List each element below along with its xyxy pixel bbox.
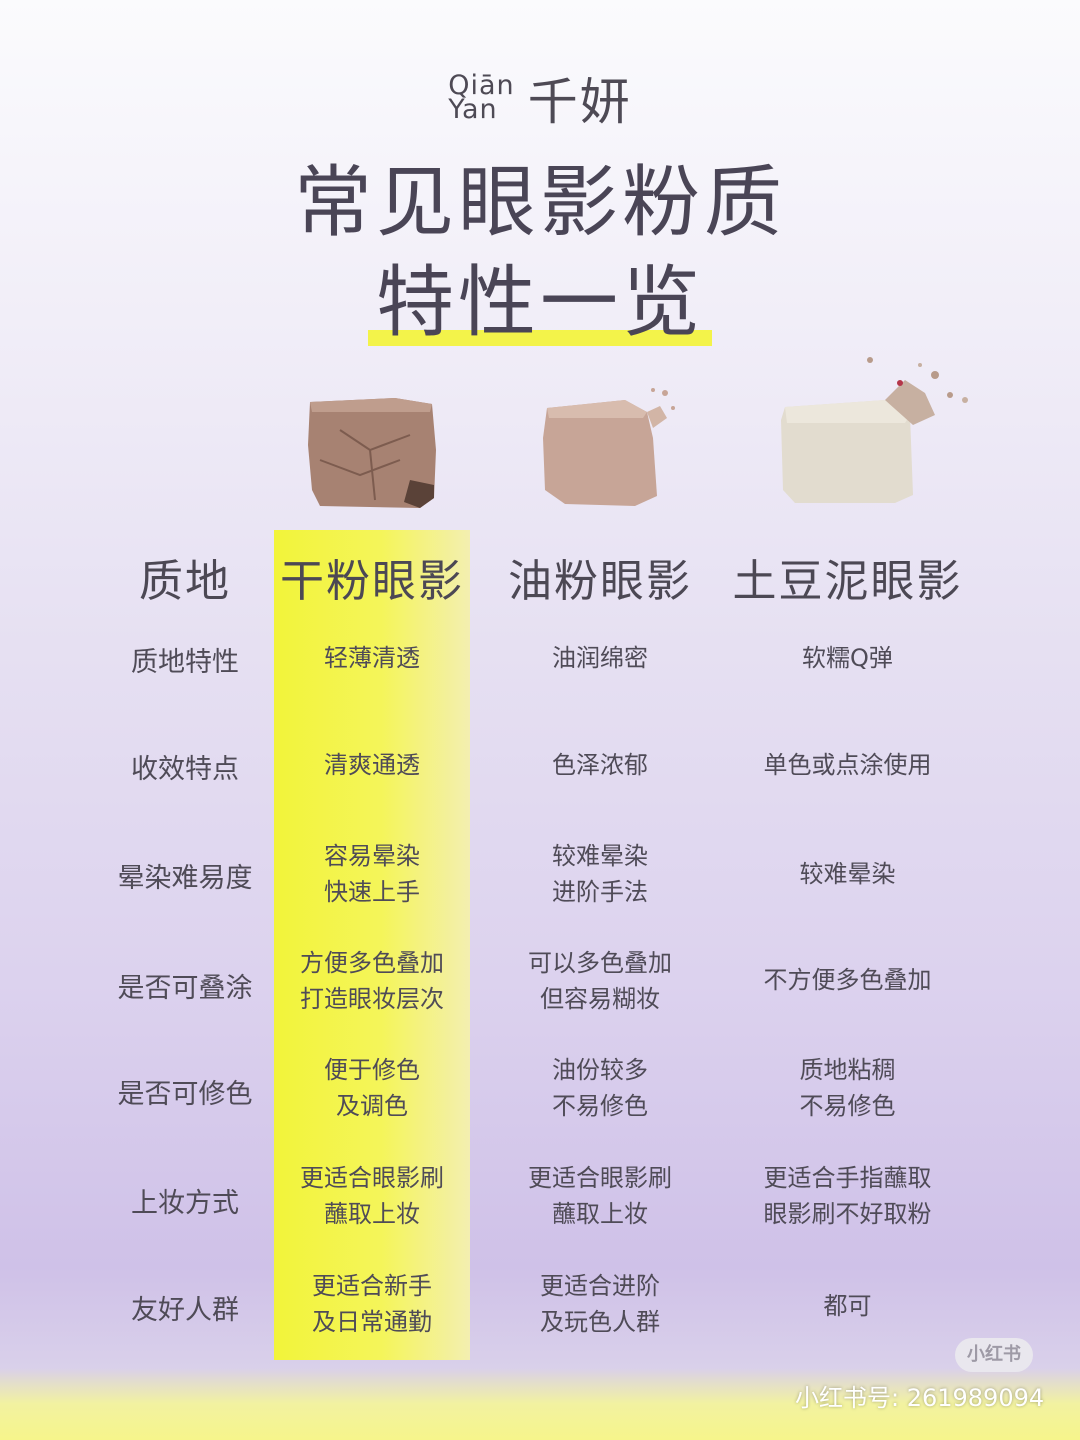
corner-header: 质地 [139,556,231,607]
table-cell: 较难晕染 [799,860,896,888]
title-line2: 特性一览 [375,258,704,348]
brand-chinese: 千妍 [527,73,632,131]
table-cell: 质地粘稠 不易修色 [799,1056,896,1120]
table-cell: 更适合眼影刷 蘸取上妆 [300,1164,444,1228]
brand-latin-line1: Qiān [448,70,515,101]
row-label-blendability: 晕染难易度 [117,863,253,894]
table-cell: 更适合进阶 及玩色人群 [540,1272,660,1336]
row-label-audience: 友好人群 [131,1295,239,1326]
title-highlight [367,330,712,346]
table-cell: 更适合手指蘸取 眼影刷不好取粉 [763,1164,932,1228]
table-cell: 更适合新手 及日常通勤 [312,1272,432,1336]
oil-powder-swatch-image [543,388,675,506]
table-cell: 都可 [823,1292,872,1320]
table-cell: 更适合眼影刷 蘸取上妆 [528,1164,672,1228]
dry-powder-column-highlight [274,530,470,1360]
table-cell: 容易晕染 快速上手 [324,842,420,906]
xiaohongshu-badge: 小红书 [955,1338,1033,1372]
table-cell: 色泽浓郁 [552,751,648,779]
brand-latin: Qiān Yan [448,72,514,125]
table-cell: 清爽通透 [324,751,420,779]
dry-powder-swatch-image [308,398,436,508]
table-cell: 便于修色 及调色 [324,1056,420,1120]
table-cell: 方便多色叠加 打造眼妆层次 [300,949,444,1013]
row-label-layerable: 是否可叠涂 [117,973,253,1004]
title-line1: 常见眼影粉质 [293,158,786,248]
brand-latin-line2: Yan [448,94,498,125]
brand-logo: Qiān Yan 千妍 [0,62,1080,134]
row-label-finish: 收效特点 [131,754,239,785]
row-label-correcting: 是否可修色 [117,1079,253,1110]
header-mousse: 土豆泥眼影 [732,556,963,607]
table-cell: 轻薄清透 [324,644,420,672]
table-cell: 油润绵密 [552,644,648,672]
header-dry-powder: 干粉眼影 [280,556,464,607]
table-cell: 不方便多色叠加 [763,966,932,994]
mousse-swatch-image [781,357,968,503]
watermark-account-id: 小红书号: 261989094 [795,1384,1045,1412]
table-cell: 油份较多 不易修色 [552,1056,648,1120]
table-cell: 单色或点涂使用 [763,751,932,779]
header-oil-powder: 油粉眼影 [508,556,692,607]
table-cell: 可以多色叠加 但容易糊妆 [528,949,672,1013]
title-line2-container: 特性一览 [0,240,1080,352]
table-cell: 较难晕染 进阶手法 [552,842,648,906]
table-cell: 软糯Q弹 [802,644,893,672]
row-label-texture: 质地特性 [131,647,239,678]
row-label-application: 上妆方式 [131,1188,239,1219]
